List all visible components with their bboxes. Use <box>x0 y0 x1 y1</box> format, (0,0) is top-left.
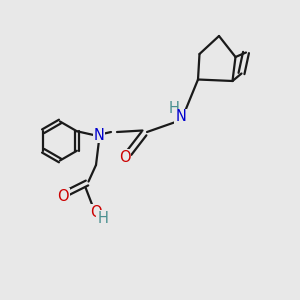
Text: O: O <box>119 150 130 165</box>
Text: N: N <box>94 128 104 142</box>
Text: O: O <box>90 205 102 220</box>
Text: H: H <box>97 211 108 226</box>
Text: O: O <box>57 189 69 204</box>
Text: H: H <box>169 101 179 116</box>
Text: N: N <box>175 110 186 124</box>
